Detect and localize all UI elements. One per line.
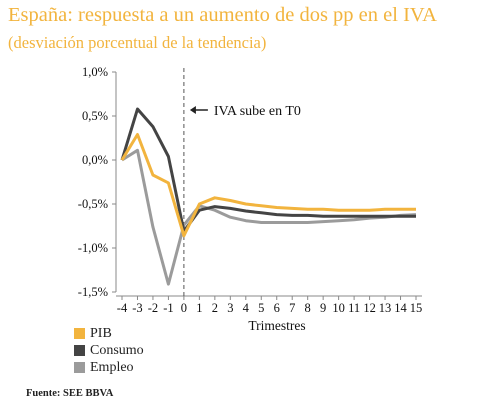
legend: PIB Consumo Empleo bbox=[74, 325, 144, 376]
x-tick-label: 0 bbox=[181, 301, 187, 315]
y-tick-label: 1,0% bbox=[82, 65, 108, 79]
legend-item-pib: PIB bbox=[74, 325, 144, 342]
x-tick-label: -3 bbox=[132, 301, 142, 315]
x-tick-label: 10 bbox=[332, 301, 345, 315]
series-line-consumo bbox=[120, 107, 416, 233]
x-tick-label: 1 bbox=[196, 301, 202, 315]
source-note: Fuente: SEE BBVA bbox=[26, 388, 114, 399]
x-tick-label: 11 bbox=[348, 301, 360, 315]
legend-label-consumo: Consumo bbox=[90, 342, 144, 358]
x-tick-label: 7 bbox=[289, 301, 295, 315]
legend-label-pib: PIB bbox=[90, 325, 112, 341]
x-tick-label: 4 bbox=[243, 301, 250, 315]
chart-title: España: respuesta a un aumento de dos pp… bbox=[8, 4, 437, 26]
series-line-pib bbox=[120, 133, 416, 238]
y-tick-label: 0,5% bbox=[82, 109, 108, 123]
x-tick-label: 5 bbox=[258, 301, 264, 315]
legend-swatch-empleo bbox=[74, 362, 85, 373]
x-tick-label: 12 bbox=[363, 301, 376, 315]
x-tick-label: -4 bbox=[117, 301, 128, 315]
x-tick-label: 6 bbox=[274, 301, 280, 315]
x-tick-label: 3 bbox=[227, 301, 233, 315]
annotation-arrow-head bbox=[189, 106, 196, 114]
y-tick-label: -1,0% bbox=[78, 241, 108, 255]
x-tick-label: 15 bbox=[410, 301, 423, 315]
x-tick-label: 8 bbox=[305, 301, 311, 315]
series-line-empleo bbox=[121, 148, 417, 286]
legend-swatch-consumo bbox=[74, 345, 85, 356]
legend-swatch-pib bbox=[74, 328, 85, 339]
annotation-label: IVA sube en T0 bbox=[214, 104, 301, 119]
legend-item-empleo: Empleo bbox=[74, 359, 144, 376]
x-axis-label: Trimestres bbox=[248, 318, 305, 333]
x-tick-label: 2 bbox=[212, 301, 218, 315]
x-tick-label: -2 bbox=[148, 301, 158, 315]
legend-item-consumo: Consumo bbox=[74, 342, 144, 359]
chart-subtitle: (desviación porcentual de la tendencia) bbox=[8, 33, 267, 52]
x-tick-label: -1 bbox=[163, 301, 173, 315]
y-tick-label: -1,5% bbox=[78, 285, 108, 299]
y-tick-label: 0,0% bbox=[82, 153, 108, 167]
legend-label-empleo: Empleo bbox=[90, 359, 134, 375]
x-tick-label: 9 bbox=[320, 301, 326, 315]
y-tick-label: -0,5% bbox=[78, 197, 108, 211]
x-tick-label: 13 bbox=[379, 301, 392, 315]
x-tick-label: 14 bbox=[394, 301, 407, 315]
